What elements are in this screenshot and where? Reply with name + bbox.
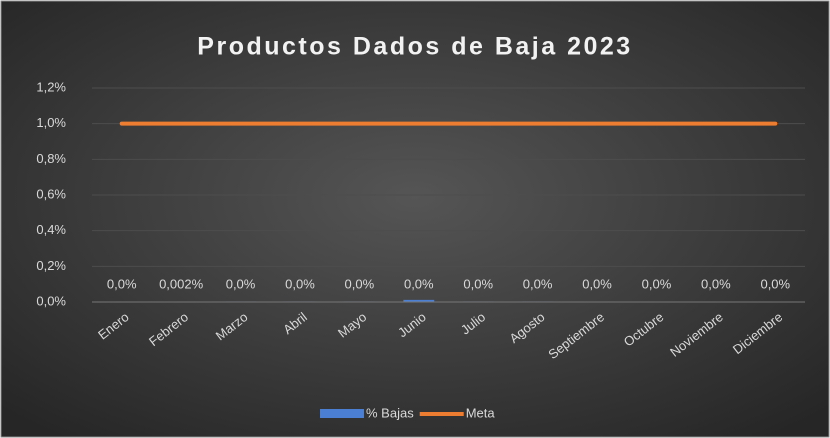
y-tick-label: 0,6%: [36, 186, 66, 201]
y-tick-label: 0,4%: [36, 222, 66, 237]
data-label: 0,0%: [760, 276, 790, 291]
data-label: 0,0%: [404, 276, 434, 291]
data-label: 0,0%: [523, 276, 553, 291]
legend-swatch: [320, 409, 364, 418]
legend-label: Meta: [466, 405, 496, 420]
bar: [403, 299, 435, 302]
data-label: 0,0%: [107, 276, 137, 291]
data-label: 0,0%: [345, 276, 375, 291]
y-tick-label: 0,8%: [36, 151, 66, 166]
y-tick-label: 1,0%: [36, 115, 66, 130]
data-label: 0,0%: [701, 276, 731, 291]
legend-label: % Bajas: [366, 405, 414, 420]
data-label: 0,0%: [226, 276, 256, 291]
data-label: 0,0%: [582, 276, 612, 291]
data-label: 0,0%: [642, 276, 672, 291]
y-tick-label: 1,2%: [36, 79, 66, 94]
y-tick-label: 0,0%: [36, 293, 66, 308]
data-label: 0,002%: [159, 276, 204, 291]
data-label: 0,0%: [285, 276, 315, 291]
chart-title: Productos Dados de Baja 2023: [197, 33, 632, 61]
data-label: 0,0%: [463, 276, 493, 291]
y-tick-label: 0,2%: [36, 258, 66, 273]
